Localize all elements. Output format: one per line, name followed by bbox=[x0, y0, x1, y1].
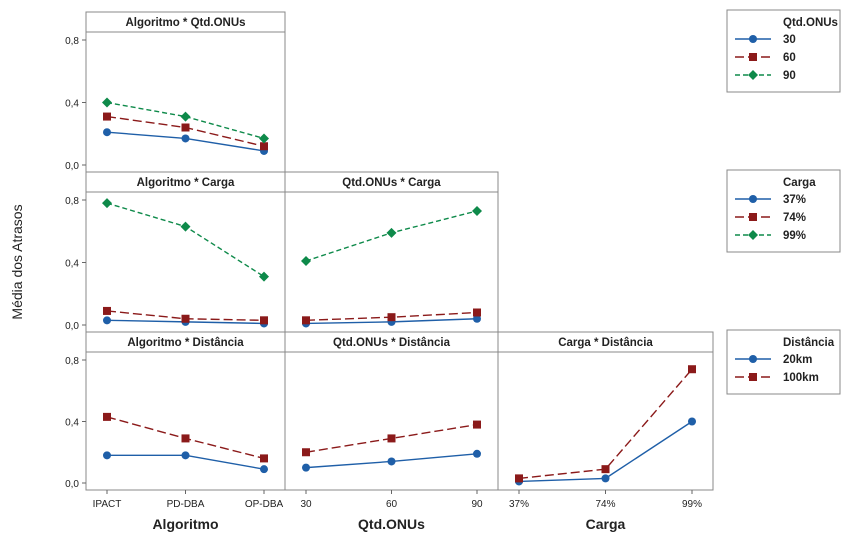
data-point bbox=[180, 221, 191, 232]
data-point bbox=[387, 313, 396, 322]
y-tick-label: 0,8 bbox=[65, 196, 79, 207]
y-tick-label: 0,4 bbox=[65, 99, 79, 110]
legend-marker bbox=[749, 373, 757, 381]
data-point bbox=[688, 365, 696, 374]
legend-label: 74% bbox=[783, 212, 806, 224]
y-tick-label: 0,8 bbox=[65, 356, 79, 367]
data-point bbox=[387, 434, 396, 443]
legend-title: Distância bbox=[783, 337, 835, 349]
y-tick-label: 0,0 bbox=[65, 161, 79, 172]
legend-marker bbox=[749, 35, 757, 43]
data-point bbox=[601, 474, 610, 483]
data-point bbox=[103, 451, 111, 460]
data-point bbox=[472, 205, 482, 216]
data-point bbox=[473, 449, 481, 458]
panel-title: Qtd.ONUs * Carga bbox=[342, 177, 441, 189]
x-tick-label: PD-DBA bbox=[167, 499, 205, 510]
x-tick-label: IPACT bbox=[93, 499, 122, 510]
data-point bbox=[260, 316, 268, 325]
series-line bbox=[106, 202, 265, 278]
legend-label: 20km bbox=[783, 354, 812, 366]
data-point bbox=[302, 316, 310, 325]
panel-title: Carga * Distância bbox=[558, 337, 653, 349]
x-axis-label: Algoritmo bbox=[152, 516, 218, 532]
panel-frame bbox=[284, 171, 499, 333]
legend-marker bbox=[748, 230, 758, 240]
y-tick-label: 0,0 bbox=[65, 479, 79, 490]
data-point bbox=[259, 271, 269, 282]
data-point bbox=[473, 314, 481, 323]
y-axis-label: Média dos Atrasos bbox=[9, 204, 25, 319]
legend-box bbox=[726, 169, 841, 253]
data-point bbox=[181, 314, 190, 323]
legend-marker bbox=[749, 355, 757, 363]
data-point bbox=[102, 198, 112, 209]
data-point bbox=[103, 412, 111, 421]
legend-marker bbox=[749, 195, 757, 203]
data-point bbox=[259, 133, 269, 144]
data-point bbox=[387, 457, 396, 466]
series-line bbox=[518, 368, 693, 480]
x-tick-label: 74% bbox=[595, 499, 615, 510]
legend-title: Qtd.ONUs bbox=[783, 17, 838, 29]
legend-label: 100km bbox=[783, 372, 819, 384]
data-point bbox=[601, 465, 610, 474]
data-point bbox=[302, 448, 310, 457]
data-point bbox=[302, 463, 310, 472]
data-point bbox=[301, 255, 311, 266]
legend-box bbox=[726, 9, 841, 93]
panel-frame bbox=[85, 11, 286, 173]
data-point bbox=[181, 451, 190, 460]
x-tick-label: 60 bbox=[386, 499, 398, 510]
x-axis-label: Qtd.ONUs bbox=[358, 516, 425, 532]
legend-label: 90 bbox=[783, 70, 796, 82]
data-point bbox=[260, 454, 268, 463]
legend-label: 37% bbox=[783, 194, 806, 206]
panel-frame bbox=[85, 331, 286, 491]
x-tick-label: 37% bbox=[509, 499, 529, 510]
data-point bbox=[181, 434, 190, 443]
legend-box bbox=[726, 329, 841, 395]
data-point bbox=[181, 123, 190, 132]
data-point bbox=[688, 417, 696, 426]
panel-title: Qtd.ONUs * Distância bbox=[333, 337, 451, 349]
x-tick-label: 99% bbox=[682, 499, 702, 510]
x-tick-label: 90 bbox=[471, 499, 483, 510]
data-point bbox=[260, 142, 268, 151]
legend-marker bbox=[748, 70, 758, 80]
data-point bbox=[180, 111, 191, 122]
data-point bbox=[515, 474, 523, 483]
legend-label: 30 bbox=[783, 34, 796, 46]
y-tick-label: 0,8 bbox=[65, 36, 79, 47]
legend-label: 99% bbox=[783, 230, 806, 242]
panel-title: Algoritmo * Distância bbox=[127, 337, 244, 349]
legend-label: 60 bbox=[783, 52, 796, 64]
legend-title: Carga bbox=[783, 177, 816, 189]
legend-marker bbox=[749, 53, 757, 61]
series-line bbox=[106, 101, 265, 140]
y-tick-label: 0,4 bbox=[65, 418, 79, 429]
data-point bbox=[386, 227, 397, 238]
data-point bbox=[473, 308, 481, 317]
data-point bbox=[103, 316, 111, 325]
data-point bbox=[103, 128, 111, 137]
data-point bbox=[260, 465, 268, 474]
data-point bbox=[473, 420, 481, 429]
data-point bbox=[102, 97, 112, 108]
data-point bbox=[103, 112, 111, 121]
y-tick-label: 0,0 bbox=[65, 321, 79, 332]
x-tick-label: OP-DBA bbox=[245, 499, 284, 510]
panel-title: Algoritmo * Carga bbox=[137, 177, 235, 189]
legend-marker bbox=[749, 213, 757, 221]
x-axis-label: Carga bbox=[586, 516, 626, 532]
data-point bbox=[103, 306, 111, 315]
data-point bbox=[181, 134, 190, 143]
y-tick-label: 0,4 bbox=[65, 259, 79, 270]
x-tick-label: 30 bbox=[300, 499, 312, 510]
panel-title: Algoritmo * Qtd.ONUs bbox=[125, 17, 245, 29]
panel-frame bbox=[85, 171, 286, 333]
